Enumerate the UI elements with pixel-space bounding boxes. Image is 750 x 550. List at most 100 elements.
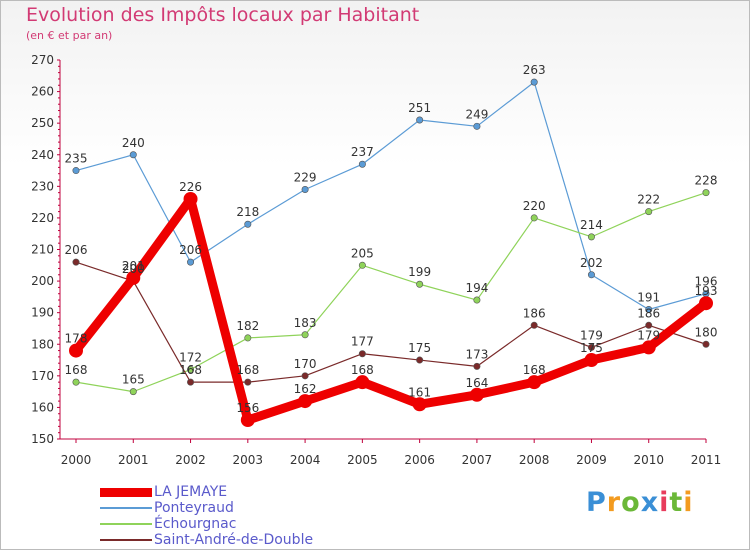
data-point <box>183 191 198 206</box>
data-label: 170 <box>294 357 317 371</box>
y-tick-label: 230 <box>31 179 54 193</box>
data-point <box>473 122 481 130</box>
data-label: 168 <box>236 363 259 377</box>
data-label: 179 <box>637 328 660 342</box>
data-point <box>72 378 80 386</box>
data-label: 162 <box>294 382 317 396</box>
data-label: 156 <box>236 401 259 415</box>
legend-label: Saint-André-de-Double <box>154 532 314 548</box>
y-tick-label: 260 <box>31 85 54 99</box>
x-tick-label: 2004 <box>290 453 321 467</box>
y-tick-label: 200 <box>31 274 54 288</box>
y-tick-label: 250 <box>31 116 54 130</box>
y-tick-label: 190 <box>31 306 54 320</box>
data-point <box>530 78 538 86</box>
x-tick-label: 2008 <box>519 453 550 467</box>
series-line <box>75 192 707 393</box>
data-label: 179 <box>580 328 603 342</box>
logo-letter: P <box>586 487 607 518</box>
data-label: 235 <box>65 152 88 166</box>
logo-letter: o <box>621 487 641 518</box>
series-line <box>75 81 707 311</box>
data-label: 180 <box>695 325 718 339</box>
data-point <box>645 306 653 314</box>
data-label: 214 <box>580 218 603 232</box>
data-label: 218 <box>236 205 259 219</box>
data-label: 191 <box>637 291 660 305</box>
data-label: 172 <box>179 351 202 365</box>
x-tick-label: 2007 <box>462 453 493 467</box>
logo-letter: i <box>683 487 694 518</box>
data-point <box>129 388 137 396</box>
data-label: 226 <box>179 180 202 194</box>
y-tick-label: 210 <box>31 243 54 257</box>
data-label: 220 <box>523 199 546 213</box>
data-point <box>412 397 427 412</box>
chart-subtitle: (en € et par an) <box>26 29 113 42</box>
y-tick-label: 240 <box>31 148 54 162</box>
data-label: 182 <box>236 319 259 333</box>
data-point <box>645 321 653 329</box>
data-label: 222 <box>637 193 660 207</box>
data-point <box>355 375 370 390</box>
legend-swatch <box>100 487 152 497</box>
proxiti-logo: Proxiti <box>586 487 694 518</box>
data-label: 205 <box>351 246 374 260</box>
legend-item-echourgnac: Échourgnac <box>100 516 236 532</box>
x-tick-label: 2002 <box>175 453 206 467</box>
data-label: 196 <box>695 275 718 289</box>
data-point <box>416 280 424 288</box>
data-point <box>699 296 713 311</box>
logo-letter: i <box>659 487 670 518</box>
y-tick-label: 180 <box>31 337 54 351</box>
data-point <box>187 366 195 374</box>
data-label: 161 <box>408 385 431 399</box>
data-point <box>69 343 83 358</box>
data-label: 173 <box>465 347 488 361</box>
data-label: 168 <box>179 363 202 377</box>
data-label: 206 <box>65 243 88 257</box>
data-label: 193 <box>695 284 718 298</box>
legend-swatch <box>100 523 152 525</box>
x-tick-label: 2006 <box>404 453 435 467</box>
data-point <box>129 151 137 159</box>
logo-letter: t <box>669 487 684 518</box>
chart-title: Evolution des Impôts locaux par Habitant <box>26 4 420 26</box>
legend-label: Échourgnac <box>154 516 237 532</box>
data-label: 165 <box>122 373 145 387</box>
y-tick-label: 270 <box>31 53 54 67</box>
data-point <box>641 340 656 355</box>
data-label: 168 <box>523 363 546 377</box>
legend-swatch <box>100 539 152 541</box>
data-point <box>587 233 595 241</box>
series-line <box>71 194 711 425</box>
data-point <box>530 321 538 329</box>
y-tick-label: 170 <box>31 369 54 383</box>
data-label: 249 <box>465 107 488 121</box>
x-tick-label: 2001 <box>118 453 149 467</box>
data-point <box>187 258 195 266</box>
data-point <box>702 189 710 197</box>
data-point <box>301 185 309 193</box>
data-point <box>298 394 313 409</box>
x-tick-label: 2010 <box>633 453 664 467</box>
data-point <box>358 160 366 168</box>
x-tick-label: 2000 <box>61 453 92 467</box>
data-label: 229 <box>294 170 317 184</box>
x-tick-label: 2003 <box>233 453 264 467</box>
legend-label: LA JEMAYE <box>154 484 228 500</box>
data-label: 228 <box>695 174 718 188</box>
data-label: 201 <box>122 259 145 273</box>
logo-letter: x <box>640 487 660 518</box>
data-point <box>416 116 424 124</box>
data-label: 206 <box>179 243 202 257</box>
data-point <box>702 340 710 348</box>
data-point <box>530 214 538 222</box>
legend-item-la-jemaye: LA JEMAYE <box>100 484 227 500</box>
data-point <box>244 378 252 386</box>
data-point <box>587 271 595 279</box>
data-label: 200 <box>122 262 145 276</box>
legend-swatch <box>100 507 152 509</box>
legend-item-saint-andre-de-double: Saint-André-de-Double <box>100 532 313 548</box>
